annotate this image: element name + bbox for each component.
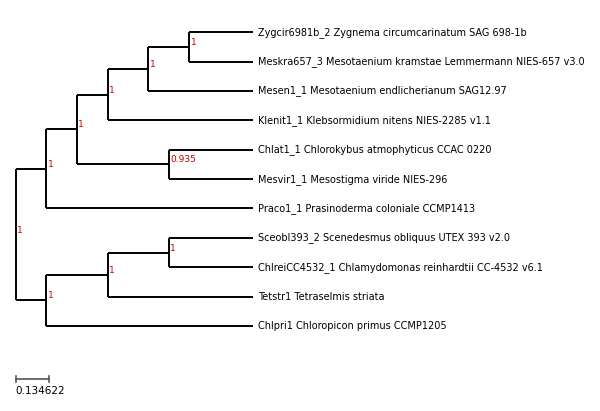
Text: 1: 1 <box>48 160 53 169</box>
Text: Sceobl393_2 Scenedesmus obliquus UTEX 393 v2.0: Sceobl393_2 Scenedesmus obliquus UTEX 39… <box>259 232 511 243</box>
Text: 1: 1 <box>150 60 156 69</box>
Text: Praco1_1 Prasinoderma coloniale CCMP1413: Praco1_1 Prasinoderma coloniale CCMP1413 <box>259 203 475 214</box>
Text: 0.134622: 0.134622 <box>16 386 65 396</box>
Text: Mesen1_1 Mesotaenium endlicherianum SAG12.97: Mesen1_1 Mesotaenium endlicherianum SAG1… <box>259 85 507 96</box>
Text: Mesvir1_1 Mesostigma viride NIES-296: Mesvir1_1 Mesostigma viride NIES-296 <box>259 173 448 185</box>
Text: Chlpri1 Chloropicon primus CCMP1205: Chlpri1 Chloropicon primus CCMP1205 <box>259 321 447 331</box>
Text: 1: 1 <box>191 38 197 47</box>
Text: Meskra657_3 Mesotaenium kramstae Lemmermann NIES-657 v3.0: Meskra657_3 Mesotaenium kramstae Lemmerm… <box>259 56 585 67</box>
Text: 0.935: 0.935 <box>170 155 196 164</box>
Text: 1: 1 <box>109 85 115 95</box>
Text: 1: 1 <box>48 291 53 300</box>
Text: 1: 1 <box>109 266 115 275</box>
Text: Chlat1_1 Chlorokybus atmophyticus CCAC 0220: Chlat1_1 Chlorokybus atmophyticus CCAC 0… <box>259 144 492 155</box>
Text: ChlreiCC4532_1 Chlamydomonas reinhardtii CC-4532 v6.1: ChlreiCC4532_1 Chlamydomonas reinhardtii… <box>259 262 543 272</box>
Text: Klenit1_1 Klebsormidium nitens NIES-2285 v1.1: Klenit1_1 Klebsormidium nitens NIES-2285… <box>259 115 491 126</box>
Text: Zygcir6981b_2 Zygnema circumcarinatum SAG 698-1b: Zygcir6981b_2 Zygnema circumcarinatum SA… <box>259 27 527 38</box>
Text: 1: 1 <box>17 226 23 235</box>
Text: 1: 1 <box>79 120 84 129</box>
Text: 1: 1 <box>170 243 176 252</box>
Text: Tetstr1 Tetraselmis striata: Tetstr1 Tetraselmis striata <box>259 291 385 302</box>
